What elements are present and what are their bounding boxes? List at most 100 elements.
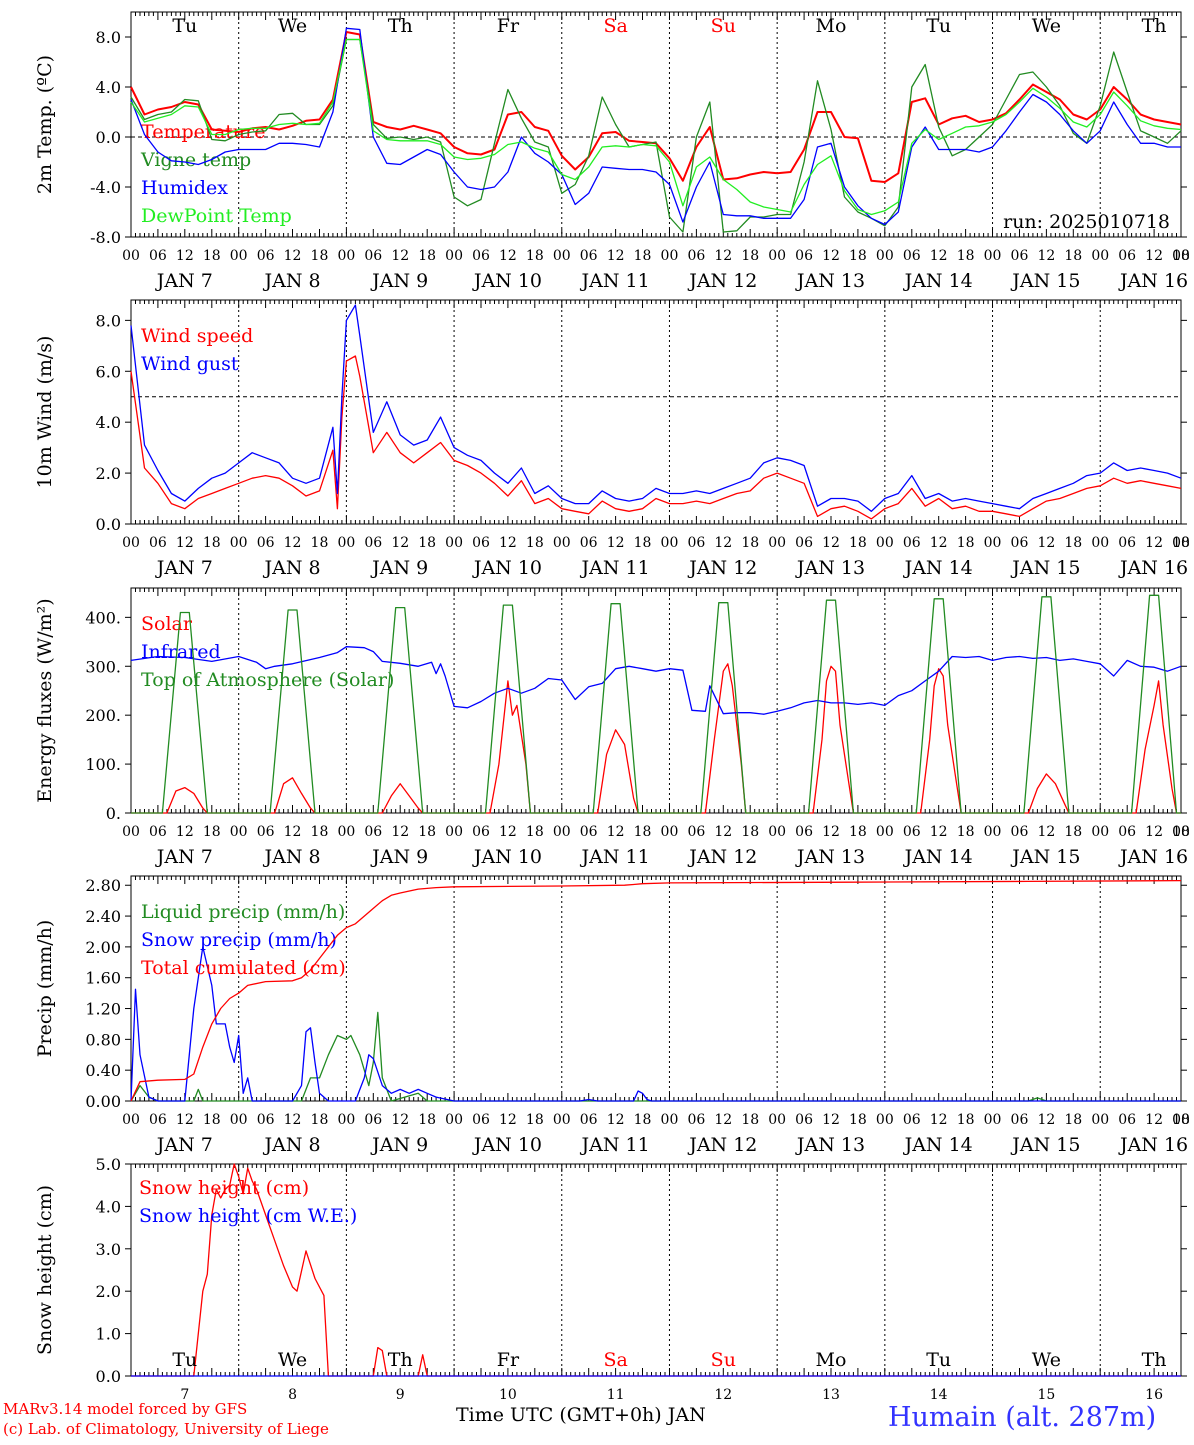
energy-y-axis-label: Energy fluxes (W/m²): [34, 598, 56, 802]
temperature-hour-tick-label: 12: [930, 248, 948, 264]
bottom-day-name-label: Tu: [172, 1349, 197, 1371]
day-name-label: Th: [1142, 15, 1167, 37]
wind-hour-tick-label: 06: [1118, 535, 1136, 551]
temperature-hour-tick-label: 18: [741, 248, 759, 264]
temperature-hour-tick-label: 00: [1091, 248, 1109, 264]
wind-hour-tick-label: 18: [634, 535, 652, 551]
wind-hour-tick-label: 12: [499, 535, 517, 551]
precip-date-label: JAN 14: [903, 1134, 973, 1156]
precip-x-ticks: [130, 876, 1182, 1101]
energy-hour-tick-label: 18: [203, 824, 221, 840]
snow-y-tick-label: 0.0: [96, 1367, 121, 1386]
temperature-date-label: JAN 11: [580, 270, 650, 292]
energy-hour-tick-label: 18: [418, 824, 436, 840]
energy-hour-tick-label: 00: [984, 824, 1002, 840]
energy-hour-tick-label: 00: [553, 824, 571, 840]
precip-hour-tick-label: 06: [149, 1112, 167, 1128]
temperature-hour-tick-label: 00: [553, 248, 571, 264]
energy-hour-tick-label: 18: [634, 824, 652, 840]
precip-hour-tick-label: 06: [1011, 1112, 1029, 1128]
temperature-series-line: [130, 38, 1182, 216]
energy-hour-tick-label: 12: [499, 824, 517, 840]
precip-date-label: JAN 15: [1010, 1134, 1080, 1156]
energy-hour-tick-label: 06: [580, 824, 598, 840]
bottom-day-name-label: Th: [1142, 1349, 1167, 1371]
wind-x-ticks: [130, 300, 1182, 524]
energy-hour-tick-label: 12: [1037, 824, 1055, 840]
wind-hour-tick-label: 12: [391, 535, 409, 551]
day-number-label: 8: [288, 1387, 297, 1403]
day-name-label: Mo: [816, 15, 847, 37]
energy-series-line: [131, 594, 1181, 814]
wind-date-label: JAN 16: [1118, 557, 1188, 579]
temperature-date-label: JAN 8: [262, 270, 320, 292]
precip-hour-tick-label: 06: [257, 1112, 275, 1128]
energy-x-ticks: [130, 588, 1182, 813]
temperature-hour-tick-label: 00: [337, 248, 355, 264]
precip-date-label: JAN 9: [370, 1134, 428, 1156]
day-number-label: 7: [180, 1387, 189, 1403]
wind-hour-tick-label: 00: [122, 535, 140, 551]
wind-hour-tick-label: 12: [1145, 535, 1163, 551]
temperature-legend-entry: Vigne temp: [140, 149, 251, 171]
energy-legend-entry: Solar: [141, 613, 193, 635]
temperature-series-line: [130, 38, 1182, 233]
temperature-hour-tick-label: 00: [445, 248, 463, 264]
energy-legend-entry: Top of Atmosphere (Solar): [141, 669, 394, 691]
bottom-day-name-label: We: [1032, 1349, 1061, 1371]
wind-hour-tick-label: 00: [1091, 535, 1109, 551]
temperature-date-label: JAN 10: [472, 270, 542, 292]
snow-y-tick-label: 3.0: [96, 1240, 121, 1259]
wind-hour-tick-label: 18: [741, 535, 759, 551]
wind-hour-tick-label: 00: [553, 535, 571, 551]
temperature-hour-tick-label: 06: [257, 248, 275, 264]
precip-hour-tick-label: 00: [768, 1112, 786, 1128]
energy-date-label: JAN 12: [687, 846, 757, 868]
energy-date-label: JAN 7: [155, 846, 213, 868]
temperature-hour-tick-label: 18: [418, 248, 436, 264]
temperature-hour-tick-label: 18: [311, 248, 329, 264]
temperature-hour-tick-label: 00: [984, 248, 1002, 264]
precip-date-label: JAN 16: [1118, 1134, 1188, 1156]
wind-hour-tick-label: 00: [445, 535, 463, 551]
day-name-label: We: [278, 15, 307, 37]
temperature-hour-tick-label: 18: [849, 248, 867, 264]
energy-date-label: JAN 9: [370, 846, 428, 868]
temperature-hour-tick-label: 00: [230, 248, 248, 264]
precip-hour-tick-label: 12: [1037, 1112, 1055, 1128]
energy-legend-entry: Infrared: [141, 641, 221, 663]
wind-series-line: [130, 355, 1182, 520]
temperature-y-tick-label: 0.0: [96, 128, 121, 147]
precip-y-tick-label: 0.40: [85, 1061, 121, 1080]
temperature-x-ticks: [130, 12, 1182, 237]
temperature-hour-tick-label: 00: [122, 248, 140, 264]
temperature-hour-tick-label: 06: [364, 248, 382, 264]
energy-hour-tick-label: 18: [957, 824, 975, 840]
precip-hour-tick-label: 18: [741, 1112, 759, 1128]
precip-hour-tick-label: 00: [230, 1112, 248, 1128]
energy-hour-tick-label: 00: [768, 824, 786, 840]
precip-hour-tick-label: 00: [1172, 1112, 1190, 1128]
precip-date-label: JAN 8: [262, 1134, 320, 1156]
energy-date-label: JAN 11: [580, 846, 650, 868]
precip-y-tick-label: 2.80: [85, 876, 121, 895]
temperature-date-label: JAN 13: [795, 270, 865, 292]
energy-hour-tick-label: 12: [607, 824, 625, 840]
wind-y-tick-label: 0.0: [96, 515, 121, 534]
energy-hour-tick-label: 12: [391, 824, 409, 840]
precip-series-line: [130, 1011, 1181, 1102]
energy-hour-tick-label: 12: [1145, 824, 1163, 840]
snow-x-ticks: [130, 1164, 1182, 1376]
wind-hour-tick-label: 18: [1064, 535, 1082, 551]
precip-y-tick-label: 1.20: [85, 1000, 121, 1019]
precip-y-tick-label: 2.00: [85, 938, 121, 957]
snow-y-tick-label: 1.0: [96, 1325, 121, 1344]
wind-hour-tick-label: 18: [849, 535, 867, 551]
wind-hour-tick-label: 12: [176, 535, 194, 551]
energy-frame: [130, 587, 1182, 814]
wind-hour-tick-label: 00: [1172, 535, 1190, 551]
wind-legend-entry: Wind gust: [141, 353, 239, 375]
bottom-day-name-label: Tu: [926, 1349, 951, 1371]
snow-y-tick-label: 5.0: [96, 1155, 121, 1174]
precip-hour-tick-label: 06: [795, 1112, 813, 1128]
